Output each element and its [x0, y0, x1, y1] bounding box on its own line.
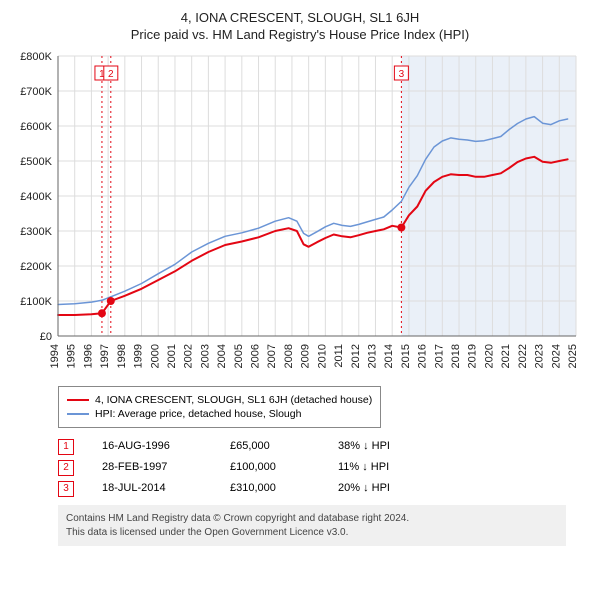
svg-text:£800K: £800K	[20, 51, 52, 63]
svg-text:2006: 2006	[250, 344, 262, 368]
svg-text:2019: 2019	[467, 344, 479, 368]
svg-text:2000: 2000	[149, 344, 161, 368]
legend-label: HPI: Average price, detached house, Slou…	[95, 407, 301, 421]
sale-price: £65,000	[230, 436, 310, 457]
svg-text:£100K: £100K	[20, 296, 52, 308]
svg-text:2007: 2007	[266, 344, 278, 368]
sale-row: 2 28-FEB-1997 £100,000 11% ↓ HPI	[58, 457, 566, 478]
svg-text:£400K: £400K	[20, 191, 52, 203]
svg-text:2010: 2010	[316, 344, 328, 368]
sale-badge: 2	[58, 460, 74, 476]
sales-table: 1 16-AUG-1996 £65,000 38% ↓ HPI 2 28-FEB-1997…	[58, 436, 566, 499]
legend-item: 4, IONA CRESCENT, SLOUGH, SL1 6JH (detac…	[67, 393, 372, 407]
line-chart-svg: £0 £100K £200K £300K £400K £500K £600K £700K £80…	[14, 50, 586, 380]
svg-text:2022: 2022	[517, 344, 529, 368]
sale-row: 1 16-AUG-1996 £65,000 38% ↓ HPI	[58, 436, 566, 457]
svg-text:1997: 1997	[99, 344, 111, 368]
sale-badge: 3	[58, 481, 74, 497]
sale-row: 3 18-JUL-2014 £310,000 20% ↓ HPI	[58, 478, 566, 499]
legend-swatch	[67, 399, 89, 401]
legend-label: 4, IONA CRESCENT, SLOUGH, SL1 6JH (detac…	[95, 393, 372, 407]
sale-hpi-diff: 38% ↓ HPI	[338, 436, 438, 457]
chart-area: £0 £100K £200K £300K £400K £500K £600K £700K £80…	[14, 50, 586, 380]
sale-date: 16-AUG-1996	[102, 436, 202, 457]
attribution-line: This data is licensed under the Open Gov…	[66, 526, 558, 540]
chart-container: 4, IONA CRESCENT, SLOUGH, SL1 6JH Price …	[0, 0, 600, 558]
svg-text:2021: 2021	[500, 344, 512, 368]
svg-text:2002: 2002	[183, 344, 195, 368]
legend: 4, IONA CRESCENT, SLOUGH, SL1 6JH (detac…	[58, 386, 381, 428]
svg-text:£500K: £500K	[20, 156, 52, 168]
svg-text:2008: 2008	[283, 344, 295, 368]
svg-text:£700K: £700K	[20, 86, 52, 98]
svg-text:2001: 2001	[166, 344, 178, 368]
svg-text:2013: 2013	[366, 344, 378, 368]
svg-text:1996: 1996	[82, 344, 94, 368]
svg-text:2003: 2003	[199, 344, 211, 368]
svg-text:2: 2	[108, 69, 114, 80]
sale-price: £310,000	[230, 478, 310, 499]
svg-text:2023: 2023	[534, 344, 546, 368]
svg-text:1998: 1998	[116, 344, 128, 368]
svg-text:2004: 2004	[216, 344, 228, 368]
svg-text:£0: £0	[40, 331, 52, 343]
sale-price: £100,000	[230, 457, 310, 478]
svg-text:1999: 1999	[133, 344, 145, 368]
svg-text:2020: 2020	[483, 344, 495, 368]
svg-text:£300K: £300K	[20, 226, 52, 238]
svg-text:3: 3	[399, 69, 405, 80]
svg-text:2016: 2016	[417, 344, 429, 368]
svg-text:2018: 2018	[450, 344, 462, 368]
svg-text:2009: 2009	[300, 344, 312, 368]
attribution-box: Contains HM Land Registry data © Crown c…	[58, 505, 566, 546]
svg-text:2017: 2017	[433, 344, 445, 368]
legend-swatch	[67, 413, 89, 415]
svg-text:£600K: £600K	[20, 121, 52, 133]
chart-title: 4, IONA CRESCENT, SLOUGH, SL1 6JH	[14, 10, 586, 25]
svg-text:2024: 2024	[550, 344, 562, 368]
svg-text:2025: 2025	[567, 344, 579, 368]
legend-item: HPI: Average price, detached house, Slou…	[67, 407, 372, 421]
svg-text:2005: 2005	[233, 344, 245, 368]
svg-text:1995: 1995	[66, 344, 78, 368]
sale-date: 18-JUL-2014	[102, 478, 202, 499]
svg-text:1994: 1994	[49, 344, 61, 368]
sale-hpi-diff: 20% ↓ HPI	[338, 478, 438, 499]
sale-badge: 1	[58, 439, 74, 455]
svg-text:2011: 2011	[333, 344, 345, 368]
svg-text:2015: 2015	[400, 344, 412, 368]
attribution-line: Contains HM Land Registry data © Crown c…	[66, 512, 558, 526]
sale-date: 28-FEB-1997	[102, 457, 202, 478]
svg-text:2012: 2012	[350, 344, 362, 368]
chart-subtitle: Price paid vs. HM Land Registry's House …	[14, 27, 586, 42]
svg-text:2014: 2014	[383, 344, 395, 368]
svg-text:£200K: £200K	[20, 261, 52, 273]
sale-hpi-diff: 11% ↓ HPI	[338, 457, 438, 478]
